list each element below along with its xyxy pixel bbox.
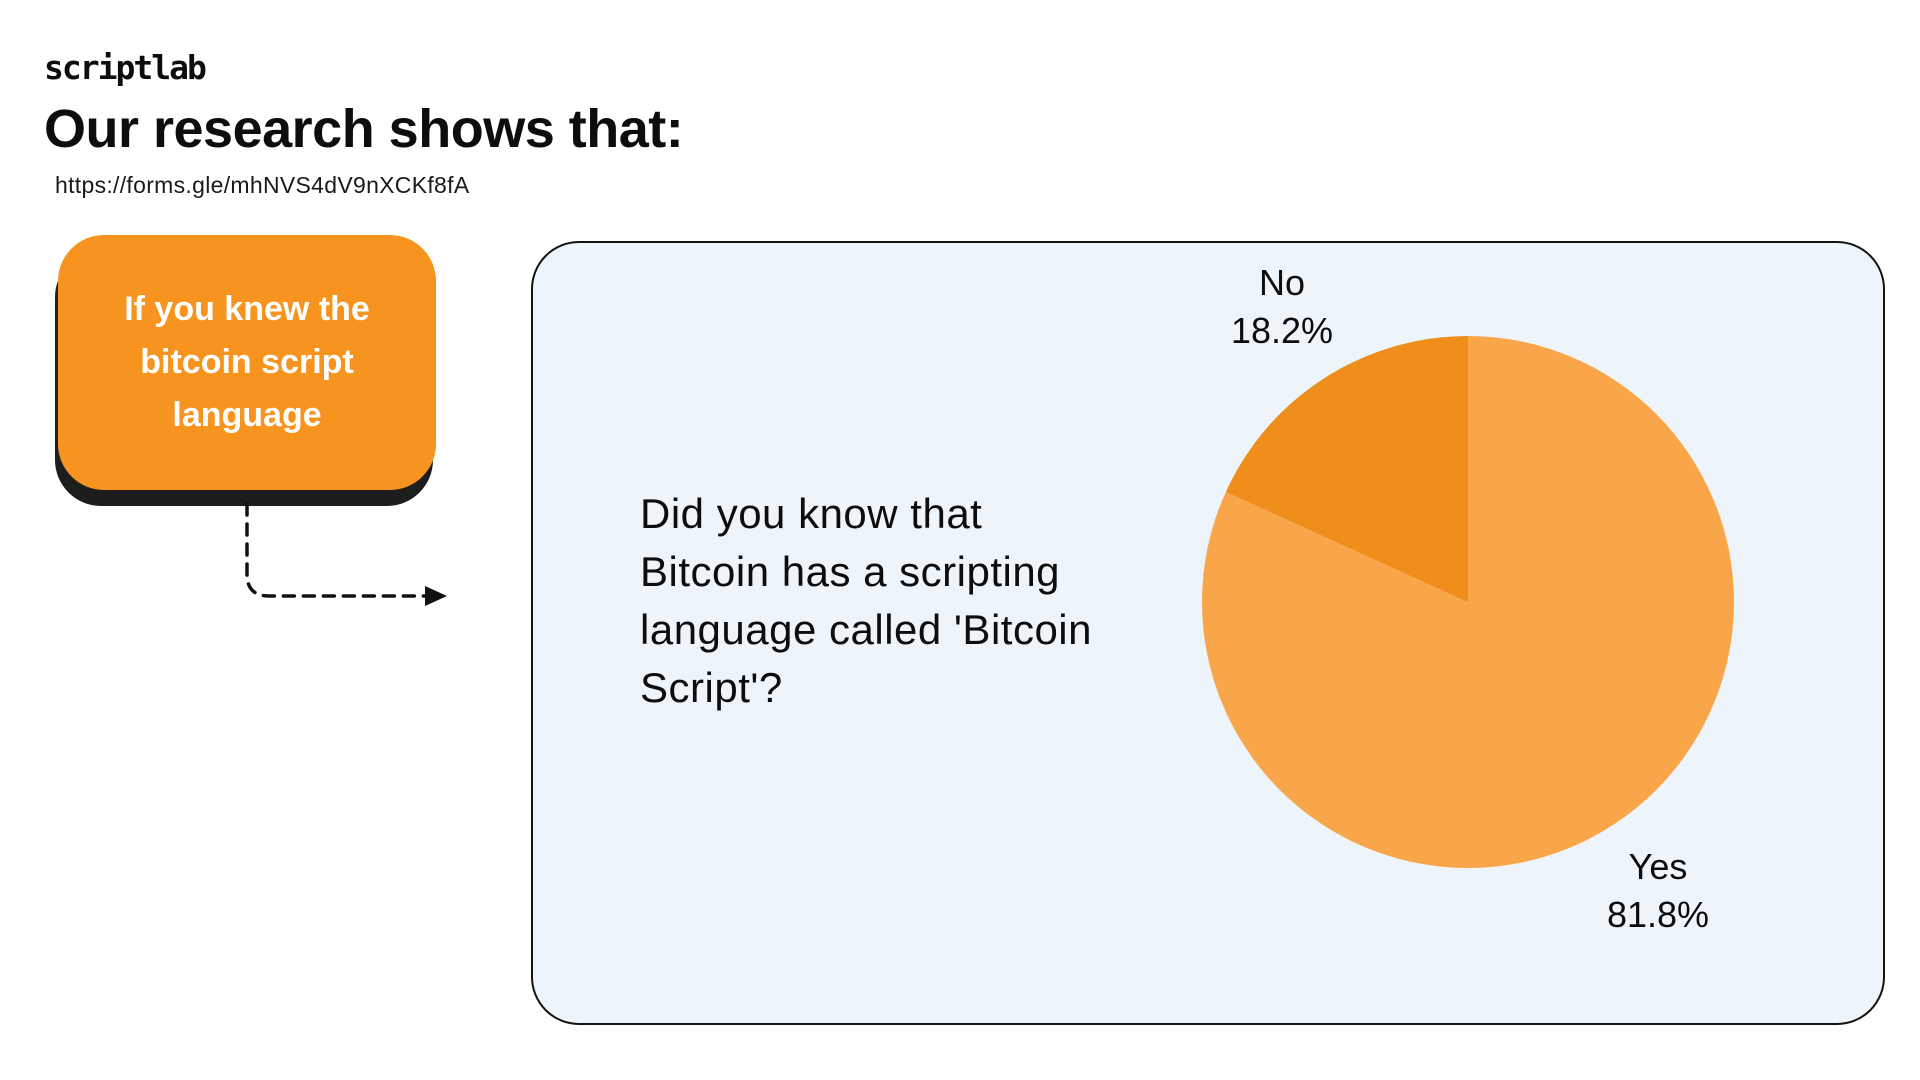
pie-label-no: No 18.2%	[1162, 259, 1402, 354]
pie-chart	[1202, 336, 1734, 868]
survey-result-card: Did you know that Bitcoin has a scriptin…	[531, 241, 1885, 1025]
pie-label-yes-name: Yes	[1628, 846, 1688, 887]
prompt-card-label: If you knew the bitcoin script language	[124, 290, 370, 434]
page-title: Our research shows that:	[44, 99, 684, 159]
form-url-link[interactable]: https://forms.gle/mhNVS4dV9nXCKf8fA	[55, 172, 470, 198]
pie-label-no-value: 18.2%	[1230, 309, 1334, 351]
survey-question: Did you know that Bitcoin has a scriptin…	[640, 490, 1092, 711]
pie-label-yes-value: 81.8%	[1606, 893, 1710, 935]
prompt-card: If you knew the bitcoin script language	[58, 235, 436, 490]
scriptlab-logo: scriptlab	[44, 48, 207, 87]
arrowhead-icon	[425, 586, 447, 606]
pie-label-no-name: No	[1258, 262, 1306, 303]
dashed-arrow-connector	[245, 502, 447, 606]
pie-label-yes: Yes 81.8%	[1538, 843, 1778, 938]
